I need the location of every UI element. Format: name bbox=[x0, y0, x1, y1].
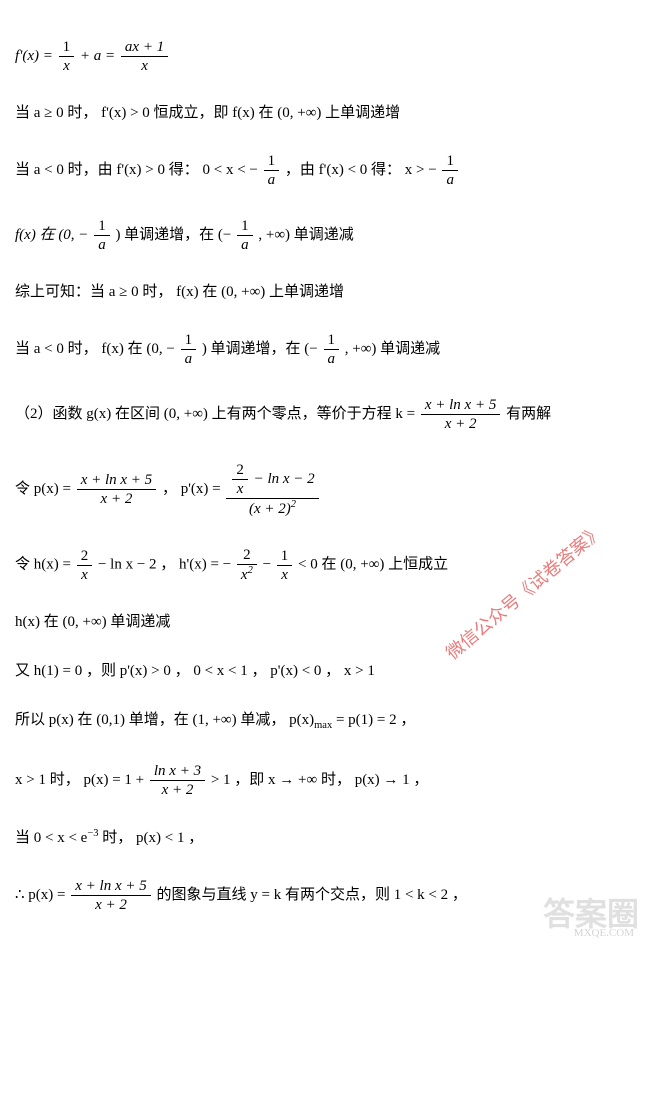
text-line-2: 当 a ≥ 0 时， f'(x) > 0 恒成立，即 f(x) 在 (0, +∞… bbox=[15, 103, 639, 124]
watermark-url: MXQE.COM bbox=[574, 926, 634, 941]
exp-neg3: −3 bbox=[87, 828, 98, 839]
fraction-l9b: 2 x2 bbox=[237, 546, 257, 584]
equation-line-1: f'(x) = 1 x + a = ax + 1 x bbox=[15, 38, 639, 75]
fraction-l8a: x + ln x + 5 x + 2 bbox=[77, 471, 156, 508]
l4-part-b: ) 单调递增，在 (− bbox=[115, 227, 231, 243]
fraction-l6b: 1 a bbox=[324, 331, 340, 368]
l9-part-b: − ln x − 2 ， h'(x) = − bbox=[98, 556, 231, 572]
fraction-l4a: 1 a bbox=[94, 217, 110, 254]
l12-part-b: = p(1) = 2 ， bbox=[336, 712, 415, 728]
l6-part-c: , +∞) 单调递减 bbox=[345, 341, 440, 357]
fraction-l4b: 1 a bbox=[237, 217, 253, 254]
l14-part-b: 时， p(x) < 1 ， bbox=[102, 830, 203, 846]
fraction-l8b: 2 x − ln x − 2 (x + 2)2 bbox=[226, 461, 318, 518]
l3-part-b: ，由 f'(x) < 0 得： x > − bbox=[285, 162, 437, 178]
fraction-1a-2: 1 a bbox=[442, 152, 458, 189]
fraction-ax1: ax + 1 x bbox=[121, 38, 168, 75]
fprime-label: f'(x) = bbox=[15, 48, 57, 64]
l14-part-a: 当 0 < x < e bbox=[15, 830, 87, 846]
text-line-12: 所以 p(x) 在 (0,1) 单增，在 (1, +∞) 单减， p(x)max… bbox=[15, 710, 639, 734]
l13-part-b: > 1 ，即 x → +∞ 时， p(x) → 1 ， bbox=[211, 772, 429, 788]
text-line-7: （2）函数 g(x) 在区间 (0, +∞) 上有两个零点，等价于方程 k = … bbox=[15, 396, 639, 433]
fraction-l9a: 2 x bbox=[77, 547, 93, 584]
l4-part-c: , +∞) 单调递减 bbox=[258, 227, 353, 243]
l12-part-a: 所以 p(x) 在 (0,1) 单增，在 (1, +∞) 单减， p(x) bbox=[15, 712, 314, 728]
text-line-6: 当 a < 0 时， f(x) 在 (0, − 1 a ) 单调递增，在 (− … bbox=[15, 331, 639, 368]
l15-part-a: ∴ p(x) = bbox=[15, 887, 69, 903]
l4-part-a: f(x) 在 (0, − bbox=[15, 227, 88, 243]
max-subscript: max bbox=[314, 720, 332, 731]
fraction-l15: x + ln x + 5 x + 2 bbox=[71, 877, 150, 914]
l9-part-d: < 0 在 (0, +∞) 上恒成立 bbox=[298, 556, 448, 572]
l9-part-c: − bbox=[263, 556, 275, 572]
l9-part-a: 令 h(x) = bbox=[15, 556, 75, 572]
l7-part-b: 有两解 bbox=[506, 406, 551, 422]
l8-part-a: 令 p(x) = bbox=[15, 481, 75, 497]
text-line-14: 当 0 < x < e−3 时， p(x) < 1 ， bbox=[15, 827, 639, 849]
text-line-9: 令 h(x) = 2 x − ln x − 2 ， h'(x) = − 2 x2… bbox=[15, 546, 639, 584]
mid-text: + a = bbox=[80, 48, 119, 64]
fraction-l9c: 1 x bbox=[277, 547, 293, 584]
text-line-4: f(x) 在 (0, − 1 a ) 单调递增，在 (− 1 a , +∞) 单… bbox=[15, 217, 639, 254]
l13-part-a: x > 1 时， p(x) = 1 + bbox=[15, 772, 148, 788]
text-line-10: h(x) 在 (0, +∞) 单调递减 bbox=[15, 612, 639, 633]
fraction-1x: 1 x bbox=[59, 38, 75, 75]
fraction-l6a: 1 a bbox=[181, 331, 197, 368]
l3-part-a: 当 a < 0 时，由 f'(x) > 0 得： 0 < x < − bbox=[15, 162, 258, 178]
watermark-wechat: 微信公众号《试卷答案》 bbox=[441, 519, 609, 666]
fraction-l13: ln x + 3 x + 2 bbox=[150, 762, 205, 799]
fraction-1a: 1 a bbox=[264, 152, 280, 189]
inner-frac: 2 x bbox=[232, 461, 248, 498]
text-line-3: 当 a < 0 时，由 f'(x) > 0 得： 0 < x < − 1 a ，… bbox=[15, 152, 639, 189]
text-line-15: ∴ p(x) = x + ln x + 5 x + 2 的图象与直线 y = k… bbox=[15, 877, 639, 914]
l15-part-b: 的图象与直线 y = k 有两个交点，则 1 < k < 2 ， bbox=[156, 887, 466, 903]
text-line-8: 令 p(x) = x + ln x + 5 x + 2 ， p'(x) = 2 … bbox=[15, 461, 639, 518]
text-line-5: 综上可知：当 a ≥ 0 时， f(x) 在 (0, +∞) 上单调递增 bbox=[15, 282, 639, 303]
l8-part-b: ， p'(x) = bbox=[162, 481, 224, 497]
text-line-13: x > 1 时， p(x) = 1 + ln x + 3 x + 2 > 1 ，… bbox=[15, 762, 639, 799]
fraction-l7: x + ln x + 5 x + 2 bbox=[421, 396, 500, 433]
l6-part-a: 当 a < 0 时， f(x) 在 (0, − bbox=[15, 341, 175, 357]
l7-part-a: （2）函数 g(x) 在区间 (0, +∞) 上有两个零点，等价于方程 k = bbox=[15, 406, 419, 422]
text-line-11: 又 h(1) = 0 ，则 p'(x) > 0 ， 0 < x < 1 ， p'… bbox=[15, 661, 639, 682]
l6-part-b: ) 单调递增，在 (− bbox=[202, 341, 318, 357]
